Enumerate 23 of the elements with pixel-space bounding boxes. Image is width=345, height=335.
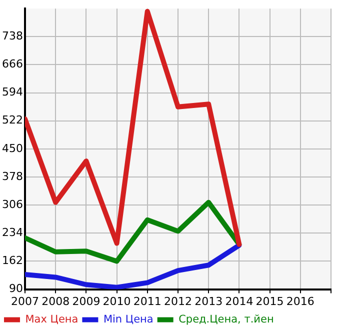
x-tick-label: 2016	[286, 294, 314, 308]
y-tick-label: 162	[2, 254, 23, 268]
y-tick-label: 666	[2, 58, 23, 71]
x-tick-label: 2015	[256, 294, 284, 308]
x-tick-label: 2009	[72, 294, 100, 308]
x-tick-label: 2008	[42, 294, 70, 308]
x-tick-label: 2012	[164, 294, 192, 308]
legend-label: Max Цена	[25, 313, 78, 326]
y-tick-label: 594	[2, 86, 23, 99]
y-tick-label: 378	[2, 170, 23, 183]
x-tick-label: 2014	[225, 294, 254, 308]
x-tick-label: 2013	[194, 294, 223, 308]
legend-label: Сред.Цена, т.йен	[178, 313, 274, 326]
x-tick-label: 2011	[133, 294, 162, 308]
legend-label: Min Цена	[103, 313, 154, 326]
y-tick-label: 522	[2, 114, 23, 127]
x-tick-label: 2007	[10, 294, 39, 308]
y-tick-label: 738	[2, 30, 23, 43]
y-tick-label: 306	[2, 198, 23, 211]
x-tick-label: 2010	[102, 294, 131, 308]
y-tick-label: 90	[8, 282, 23, 296]
y-tick-label: 450	[2, 142, 23, 155]
y-tick-label: 234	[2, 226, 23, 240]
